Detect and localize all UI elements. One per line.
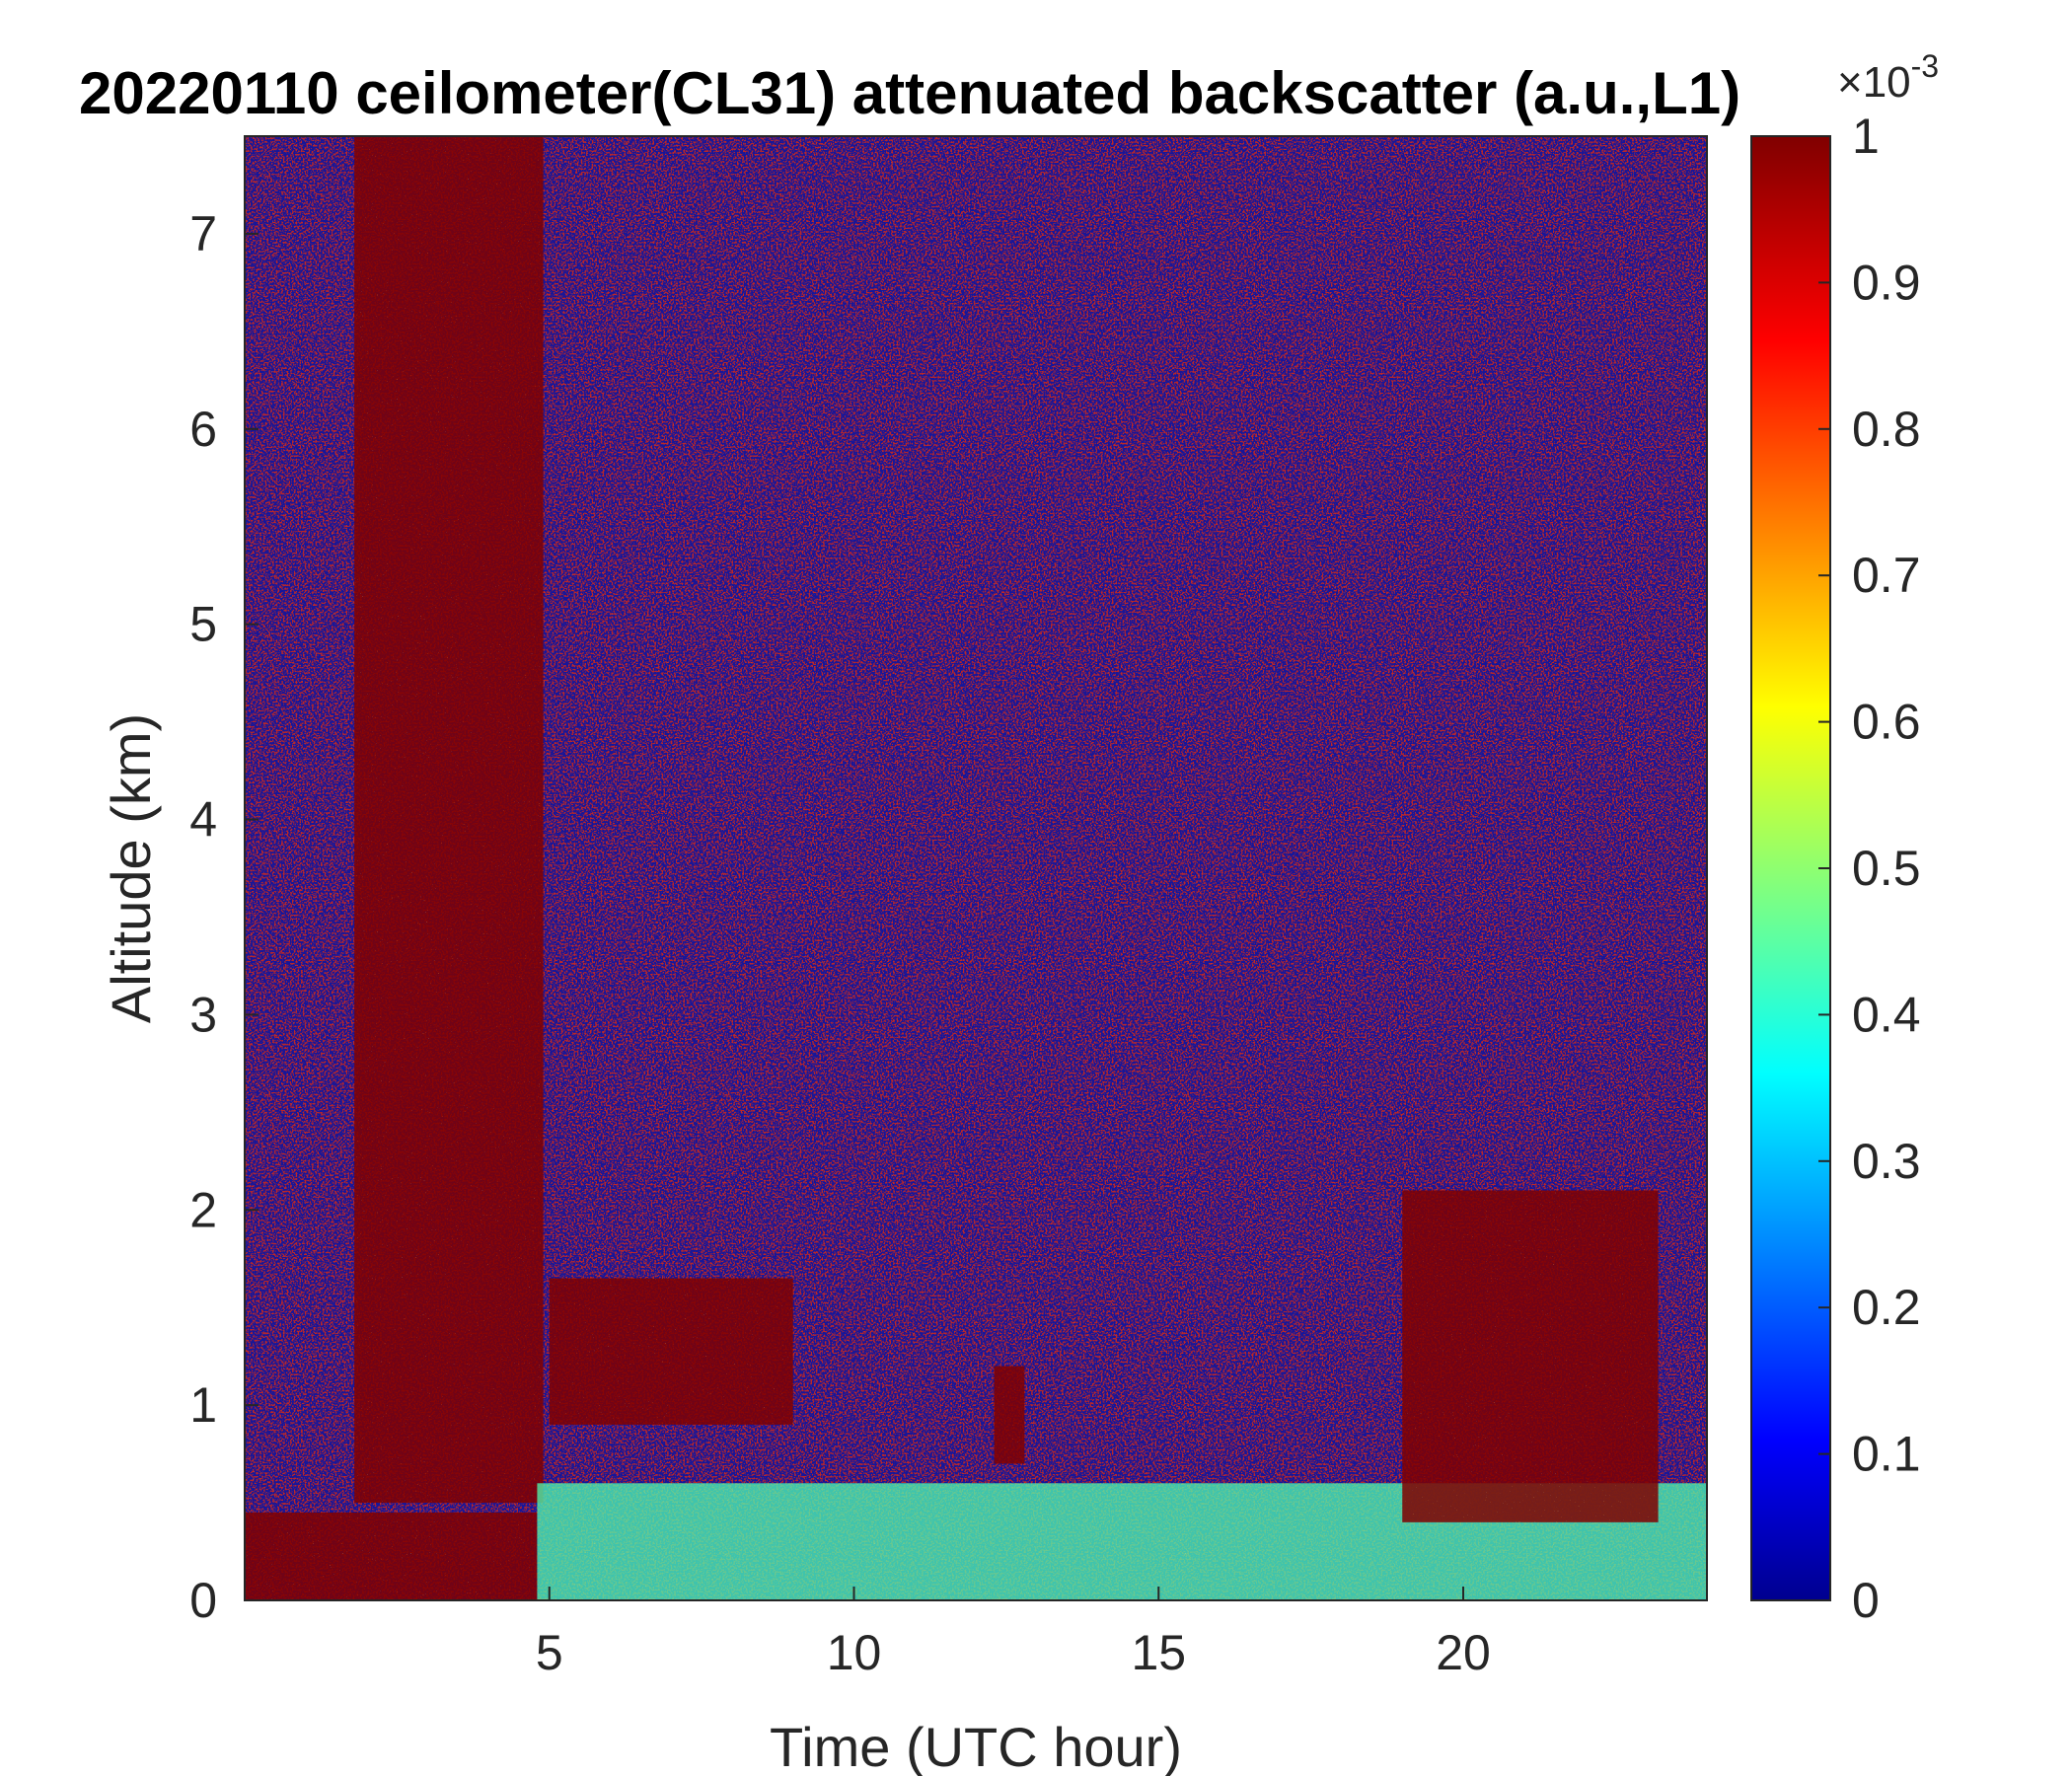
heatmap-image — [245, 136, 1707, 1600]
colorbar-tick-label: 0.5 — [1852, 841, 1921, 896]
colorbar-tick-label: 0.2 — [1852, 1280, 1921, 1335]
y-axis-label: Altitude (km) — [100, 713, 162, 1023]
x-axis-label: Time (UTC hour) — [770, 1716, 1182, 1776]
y-tick-label: 5 — [189, 597, 217, 652]
y-tick-label: 2 — [189, 1182, 217, 1237]
x-tick-label: 10 — [827, 1625, 882, 1680]
y-tick-label: 6 — [189, 402, 217, 457]
colorbar-tick-label: 0 — [1852, 1573, 1880, 1628]
colorbar-exponent: ×10-3 — [1837, 48, 1939, 107]
y-tick-label: 1 — [189, 1377, 217, 1433]
colorbar-tick-label: 0.8 — [1852, 402, 1921, 457]
colorbar-tick-label: 0.7 — [1852, 548, 1921, 603]
chart-title: 20220110 ceilometer(CL31) attenuated bac… — [79, 60, 1740, 126]
x-axis: 5 10 15 20 — [536, 1587, 1491, 1680]
colorbar-tick-label: 0.1 — [1852, 1427, 1921, 1482]
colorbar-ticks: 0 0.1 0.2 0.3 0.4 0.5 0.6 0.7 0.8 0.9 1 — [1818, 109, 1921, 1628]
colorbar-tick-label: 1 — [1852, 109, 1880, 164]
y-tick-label: 7 — [189, 206, 217, 261]
x-tick-label: 5 — [536, 1625, 563, 1680]
colorbar-exponent-base: ×10 — [1837, 58, 1911, 107]
colorbar-tick-label: 0.4 — [1852, 987, 1921, 1042]
y-tick-label: 4 — [189, 792, 217, 848]
y-tick-label: 0 — [189, 1573, 217, 1628]
y-tick-label: 3 — [189, 987, 217, 1042]
colorbar-tick-label: 0.9 — [1852, 255, 1921, 310]
x-tick-label: 20 — [1436, 1625, 1491, 1680]
colorbar-tick-label: 0.6 — [1852, 695, 1921, 750]
heatmap-fine-speckle — [245, 136, 1707, 1600]
x-tick-label: 15 — [1131, 1625, 1186, 1680]
y-axis: 0 1 2 3 4 5 6 7 — [189, 206, 259, 1628]
plot-frame — [244, 135, 1708, 1601]
colorbar-tick-label: 0.3 — [1852, 1134, 1921, 1189]
colorbar-exponent-power: -3 — [1911, 48, 1939, 84]
